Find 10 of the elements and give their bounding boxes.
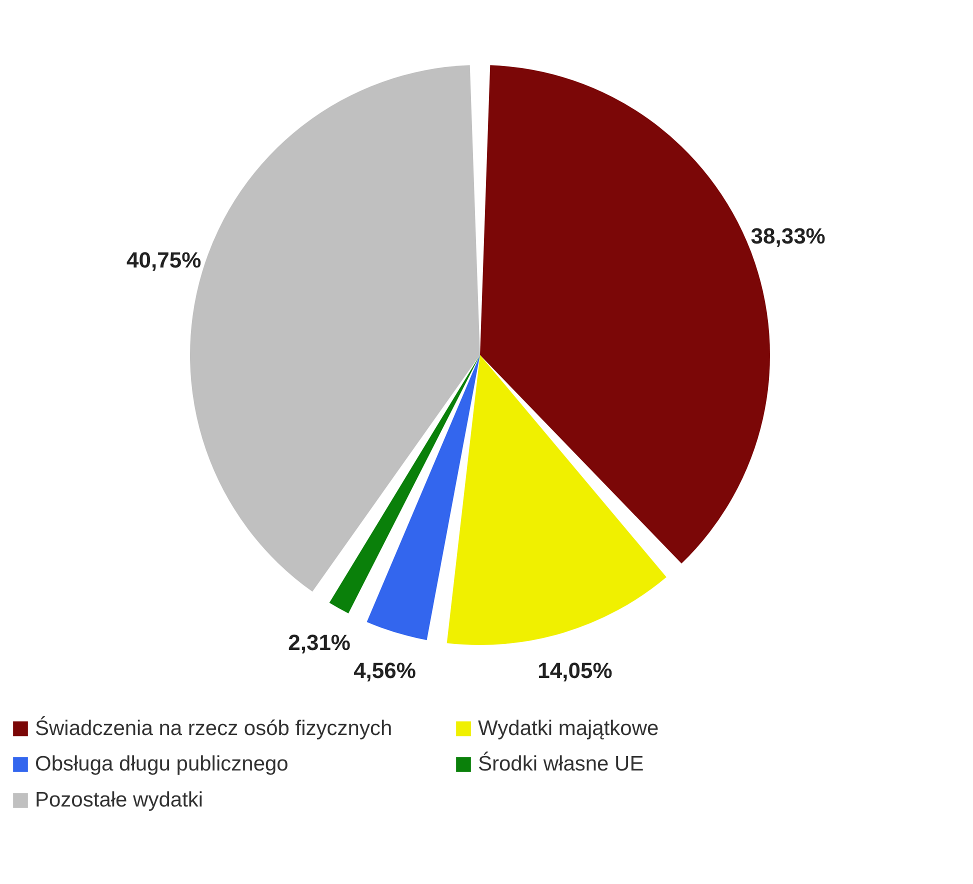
data-label: 4,56% bbox=[354, 658, 416, 683]
data-label: 40,75% bbox=[126, 247, 202, 272]
data-label: 38,33% bbox=[750, 224, 826, 249]
legend-label: Świadczenia na rzecz osób fizycznych bbox=[35, 716, 392, 740]
legend-label: Obsługa długu publicznego bbox=[35, 752, 288, 776]
legend-label: Środki własne UE bbox=[478, 752, 644, 776]
data-label: 14,05% bbox=[538, 658, 612, 684]
legend-label: Pozostałe wydatki bbox=[35, 788, 204, 812]
data-label: 2,31% bbox=[288, 630, 350, 656]
legend-label: Wydatki majątkowe bbox=[478, 716, 659, 740]
